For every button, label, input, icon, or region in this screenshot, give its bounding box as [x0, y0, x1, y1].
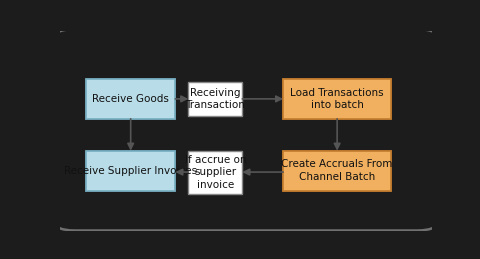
Text: Receive Goods: Receive Goods	[92, 94, 169, 104]
FancyBboxPatch shape	[53, 29, 440, 231]
FancyBboxPatch shape	[283, 79, 391, 119]
FancyBboxPatch shape	[188, 151, 242, 194]
FancyBboxPatch shape	[283, 151, 391, 191]
FancyBboxPatch shape	[86, 79, 175, 119]
Text: Receiving
Transaction: Receiving Transaction	[185, 88, 245, 110]
FancyBboxPatch shape	[86, 151, 175, 191]
Text: If accrue on
supplier
invoice: If accrue on supplier invoice	[184, 155, 246, 190]
FancyBboxPatch shape	[188, 82, 242, 116]
Text: Create Accruals From
Channel Batch: Create Accruals From Channel Batch	[281, 160, 393, 182]
Text: Load Transactions
into batch: Load Transactions into batch	[290, 88, 384, 110]
Text: Receive Supplier Invoices: Receive Supplier Invoices	[64, 166, 197, 176]
